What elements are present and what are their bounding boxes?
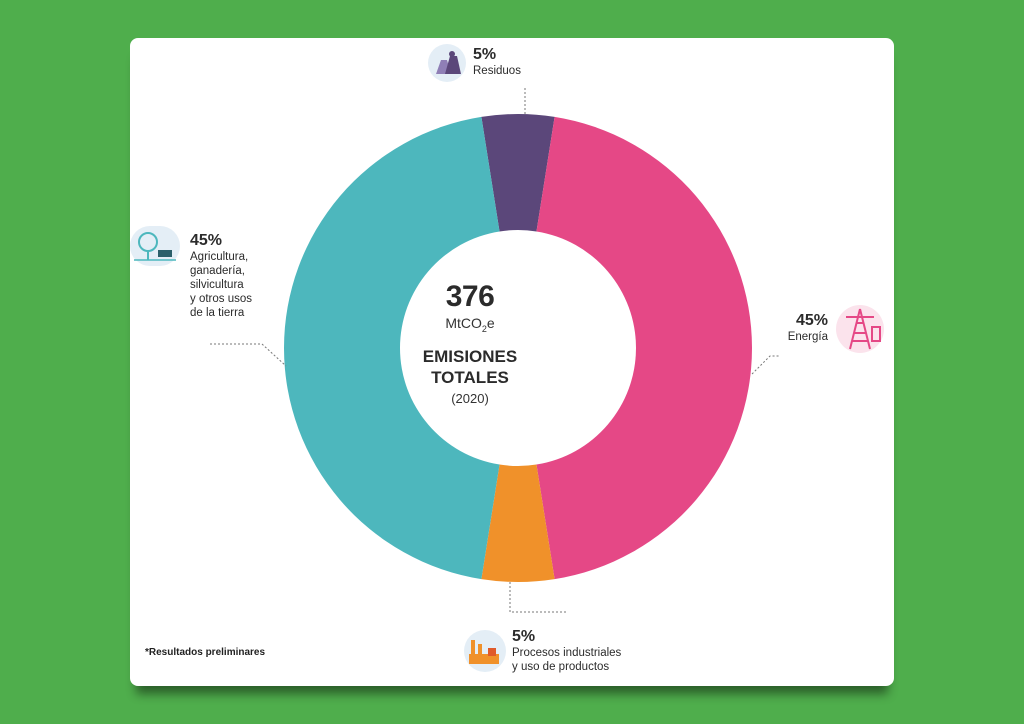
label-residuos: 5% Residuos <box>473 46 521 78</box>
slice-procesos <box>481 464 555 583</box>
leader-procesos <box>509 582 568 613</box>
data-label-energia-name: Energía <box>787 331 828 343</box>
total-unit: MtCO2e <box>445 315 495 334</box>
data-label-residuos-pct: 5% <box>473 46 497 63</box>
leader-agricultura <box>210 343 287 367</box>
label-procesos: 5% Procesos industriales y uso de produc… <box>512 628 621 674</box>
footnote: *Resultados preliminares <box>145 647 266 658</box>
waste-bags-icon <box>428 44 466 82</box>
data-label-procesos-name: Procesos industriales y uso de productos <box>512 647 622 673</box>
power-tower-icon <box>836 305 884 353</box>
total-value: 376 <box>445 280 495 313</box>
chart-year: (2020) <box>451 390 489 406</box>
data-label-agricultura-name: Agricultura, ganadería, silvicultura y o… <box>190 251 252 319</box>
donut-center: 376 MtCO2e EMISIONES TOTALES (2020) <box>385 280 555 408</box>
factory-icon <box>464 630 506 672</box>
slice-agricultura <box>283 116 500 580</box>
data-label-procesos-pct: 5% <box>512 628 536 645</box>
tree-cow-icon <box>130 226 180 266</box>
label-agricultura: 45% Agricultura, ganadería, silvicultura… <box>190 232 252 320</box>
chart-title: EMISIONES TOTALES <box>422 346 518 387</box>
data-label-residuos-name: Residuos <box>473 65 521 77</box>
data-label-energia-pct: 45% <box>795 312 828 329</box>
label-energia: 45% Energía <box>780 312 828 344</box>
slice-energia <box>536 116 753 580</box>
data-label-agricultura-pct: 45% <box>190 232 223 249</box>
slice-residuos <box>481 114 555 232</box>
leader-energia <box>751 355 780 375</box>
